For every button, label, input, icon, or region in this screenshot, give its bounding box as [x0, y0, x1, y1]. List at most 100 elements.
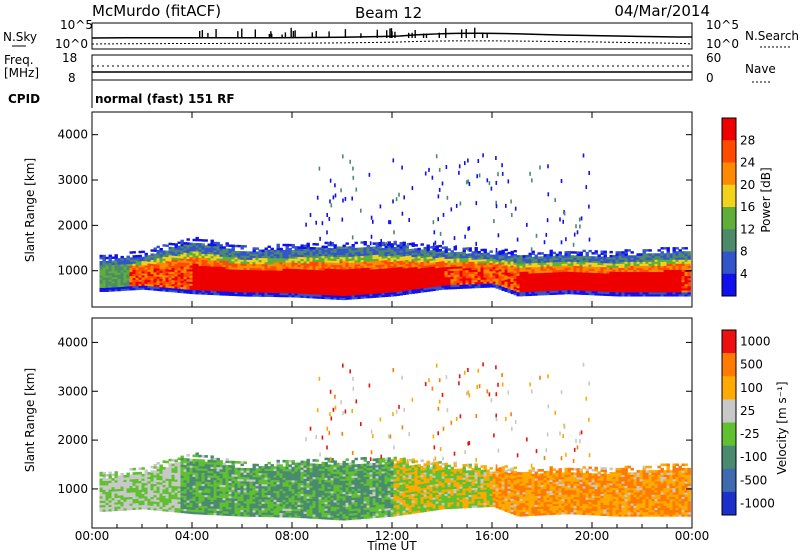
power-cell — [324, 249, 328, 253]
power-cell — [315, 273, 319, 277]
power-cell — [318, 259, 322, 263]
velocity-cell — [126, 477, 130, 480]
velocity-cell — [135, 502, 139, 506]
date-title: 04/Mar/2014 — [614, 2, 710, 20]
power-cell — [276, 284, 280, 287]
power-cell — [390, 261, 394, 264]
power-cell — [654, 292, 658, 295]
power-cell — [366, 246, 370, 250]
power-cell — [168, 285, 172, 289]
power-cell — [678, 271, 682, 275]
power-cell — [492, 254, 496, 258]
power-cell — [252, 251, 256, 254]
power-cell — [618, 263, 622, 266]
power-cell — [357, 266, 361, 269]
power-cell — [669, 285, 673, 289]
power-scatter — [441, 181, 444, 186]
power-cell — [240, 267, 244, 270]
power-cell — [603, 254, 607, 258]
power-cell — [318, 265, 322, 269]
velocity-cell — [153, 505, 157, 509]
power-cell — [618, 253, 622, 256]
power-cell — [567, 275, 571, 278]
power-cell — [378, 264, 382, 267]
power-cell — [237, 259, 241, 262]
power-cell — [684, 257, 688, 260]
power-cell — [171, 283, 175, 287]
power-cell — [102, 281, 106, 284]
power-cell — [261, 263, 265, 267]
power-cell — [402, 268, 406, 271]
power-cell — [180, 274, 184, 277]
power-cell — [258, 271, 262, 275]
power-cell — [192, 287, 196, 291]
power-cell — [444, 250, 448, 253]
power-cell — [285, 258, 289, 261]
velocity-cell — [162, 506, 166, 510]
power-cell — [261, 259, 265, 263]
power-cell — [255, 294, 259, 297]
power-cell — [672, 257, 676, 260]
power-cell — [222, 287, 226, 290]
power-cell — [576, 251, 580, 254]
power-cell — [609, 273, 613, 276]
power-cell — [666, 247, 670, 250]
power-cell — [630, 279, 634, 283]
power-cell — [342, 252, 346, 256]
power-cell — [333, 248, 337, 251]
power-cell — [201, 239, 205, 242]
power-cell — [351, 248, 355, 251]
power-cell — [324, 268, 328, 271]
velocity-cell — [159, 475, 163, 479]
power-cell — [414, 252, 418, 255]
power-cell — [285, 292, 289, 296]
power-cell — [561, 288, 565, 291]
power-cell — [249, 269, 253, 273]
power-cell — [510, 255, 514, 258]
power-cell — [375, 289, 379, 292]
power-cell — [303, 291, 307, 294]
power-cell — [432, 262, 436, 265]
power-cell — [336, 252, 340, 255]
power-cell — [630, 285, 634, 289]
power-cell — [273, 284, 277, 287]
power-cell — [639, 285, 643, 289]
power-cell — [168, 269, 172, 272]
power-cell — [588, 276, 592, 279]
power-cell — [216, 272, 220, 275]
power-cell — [639, 290, 643, 293]
power-cell — [387, 265, 391, 269]
power-cell — [555, 278, 559, 281]
power-cell — [105, 267, 109, 270]
power-scatter — [514, 206, 517, 211]
power-cell — [606, 289, 610, 292]
power-cell — [621, 261, 625, 264]
power-cell — [405, 286, 409, 289]
power-cell — [318, 263, 322, 267]
power-cell — [666, 271, 670, 275]
power-cell — [129, 279, 133, 283]
power-cell — [600, 293, 604, 296]
power-cell — [306, 255, 310, 258]
power-cell — [573, 275, 577, 279]
power-cell — [372, 291, 376, 294]
power-cell — [324, 245, 328, 249]
power-cell — [687, 283, 691, 287]
power-cell — [423, 255, 427, 258]
power-cell — [150, 249, 154, 252]
power-cell — [546, 258, 550, 261]
power-cell — [222, 268, 226, 272]
power-cell — [255, 280, 259, 283]
power-cell — [375, 246, 379, 249]
power-cell — [387, 249, 391, 252]
power-cell — [114, 284, 118, 288]
power-cell — [201, 257, 205, 260]
power-cell — [441, 281, 445, 284]
power-cell — [663, 285, 667, 289]
power-cell — [615, 257, 619, 260]
power-cell — [570, 287, 574, 291]
power-cell — [285, 284, 289, 288]
power-cell — [129, 261, 133, 264]
power-cell — [330, 288, 334, 292]
power-cell — [609, 289, 613, 293]
